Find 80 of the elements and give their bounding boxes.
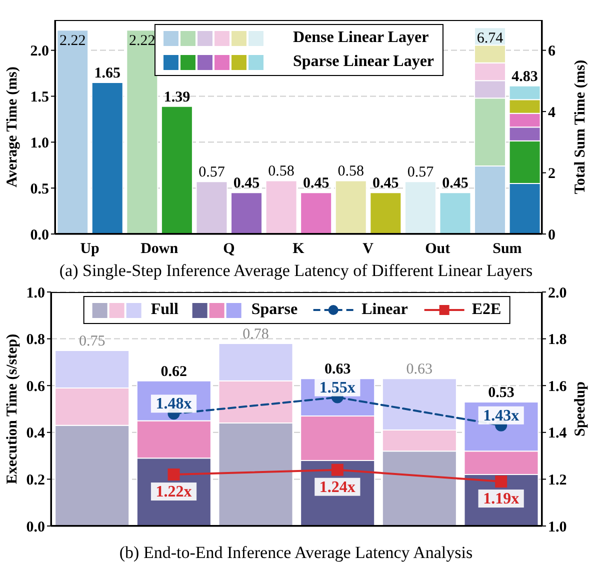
annotation: 4.83 [512,68,538,85]
bar [230,192,263,234]
data-label: 1.22x [156,484,192,501]
y2-axis-title: Total Sum Time (ms) [572,60,588,194]
data-label: 0.58 [268,164,294,180]
y2-tick-label: 2 [548,166,556,182]
total-label: 0.63 [324,362,351,378]
y2-tick-label: 1.0 [548,519,567,536]
y-axis-title: Average Time (ms) [4,66,20,188]
y-tick-label: 0.0 [30,227,49,244]
y2-axis-title: Speedup [572,381,588,437]
y-tick-label: 1.5 [30,90,49,106]
y-tick-label: 1.0 [30,135,49,152]
point [168,468,180,481]
bar [56,30,89,234]
bar [334,180,367,234]
x-tick-label: V [362,241,374,257]
y-tick-label: 0.0 [26,519,45,536]
data-label: 1.24x [319,478,356,496]
y-tick-label: 0.2 [26,472,45,489]
x-tick-label: Sum [492,241,522,257]
data-label: 0.45 [372,176,399,192]
legend-label: Dense Linear Layer [292,29,429,47]
y-tick-label: 0.4 [26,426,46,442]
data-label: 0.58 [338,164,364,180]
data-label: 1.48x [156,396,192,413]
total-label: 0.78 [242,326,269,342]
data-label: 0.45 [233,176,260,192]
data-label: 1.19x [483,490,520,508]
bar [404,181,436,234]
bar [439,192,472,234]
y-tick-label: 0.6 [26,378,46,395]
point [331,464,344,476]
y2-tick-label: 1.8 [548,332,567,348]
bar [160,106,193,234]
y2-tick-label: 4 [548,104,556,121]
annotation: 6.74 [476,30,504,47]
data-label: 1.39 [164,89,190,106]
legend-label: Full [150,301,178,319]
y2-tick-label: 0 [548,227,556,244]
data-label: 0.57 [407,164,434,181]
total-label: 0.63 [406,362,433,378]
y-axis-title: Execution Time (s/step) [4,334,20,484]
data-label: 2.22 [129,33,156,50]
point [495,476,508,488]
x-tick-label: Q [223,241,236,257]
bar [265,180,298,234]
y-tick-label: 2.0 [30,44,49,60]
y-tick-label: 0.5 [30,181,49,198]
legend-label: Linear [362,301,408,319]
total-label: 0.75 [78,334,106,350]
y2-tick-label: 6 [548,44,556,60]
legend-label: E2E [472,301,502,319]
data-label: 1.65 [94,65,120,82]
text: (b) End-to-End Inference Average Latency Analysis [118,543,474,562]
data-label: 1.55x [319,379,356,396]
data-label: 0.57 [198,164,226,181]
bar [91,82,124,234]
bar [370,192,402,234]
legend-label: Sparse Linear Layer [292,53,434,71]
data-label: 0.45 [302,176,330,192]
x-tick-label: Out [425,241,450,257]
x-tick-label: Up [80,241,100,257]
total-label: 0.62 [160,364,188,380]
x-tick-label: Down [140,241,179,257]
y2-tick-label: 1.2 [548,472,567,489]
y2-tick-label: 1.6 [548,378,568,395]
x-tick-label: K [292,241,305,257]
total-label: 0.53 [488,384,514,401]
bar [196,181,228,234]
y-tick-label: 0.8 [26,332,45,348]
text: (a) Single-Step Inference Average Latency of Different Linear Layers [58,261,534,281]
data-label: 1.43x [483,407,520,424]
y-tick-label: 1.0 [26,285,45,302]
legend-label: Sparse [251,301,298,319]
y2-tick-label: 1.4 [548,426,568,442]
data-label: 2.22 [59,33,86,50]
data-label: 0.45 [442,176,468,192]
y2-tick-label: 2.0 [548,285,567,302]
bar [300,192,332,234]
